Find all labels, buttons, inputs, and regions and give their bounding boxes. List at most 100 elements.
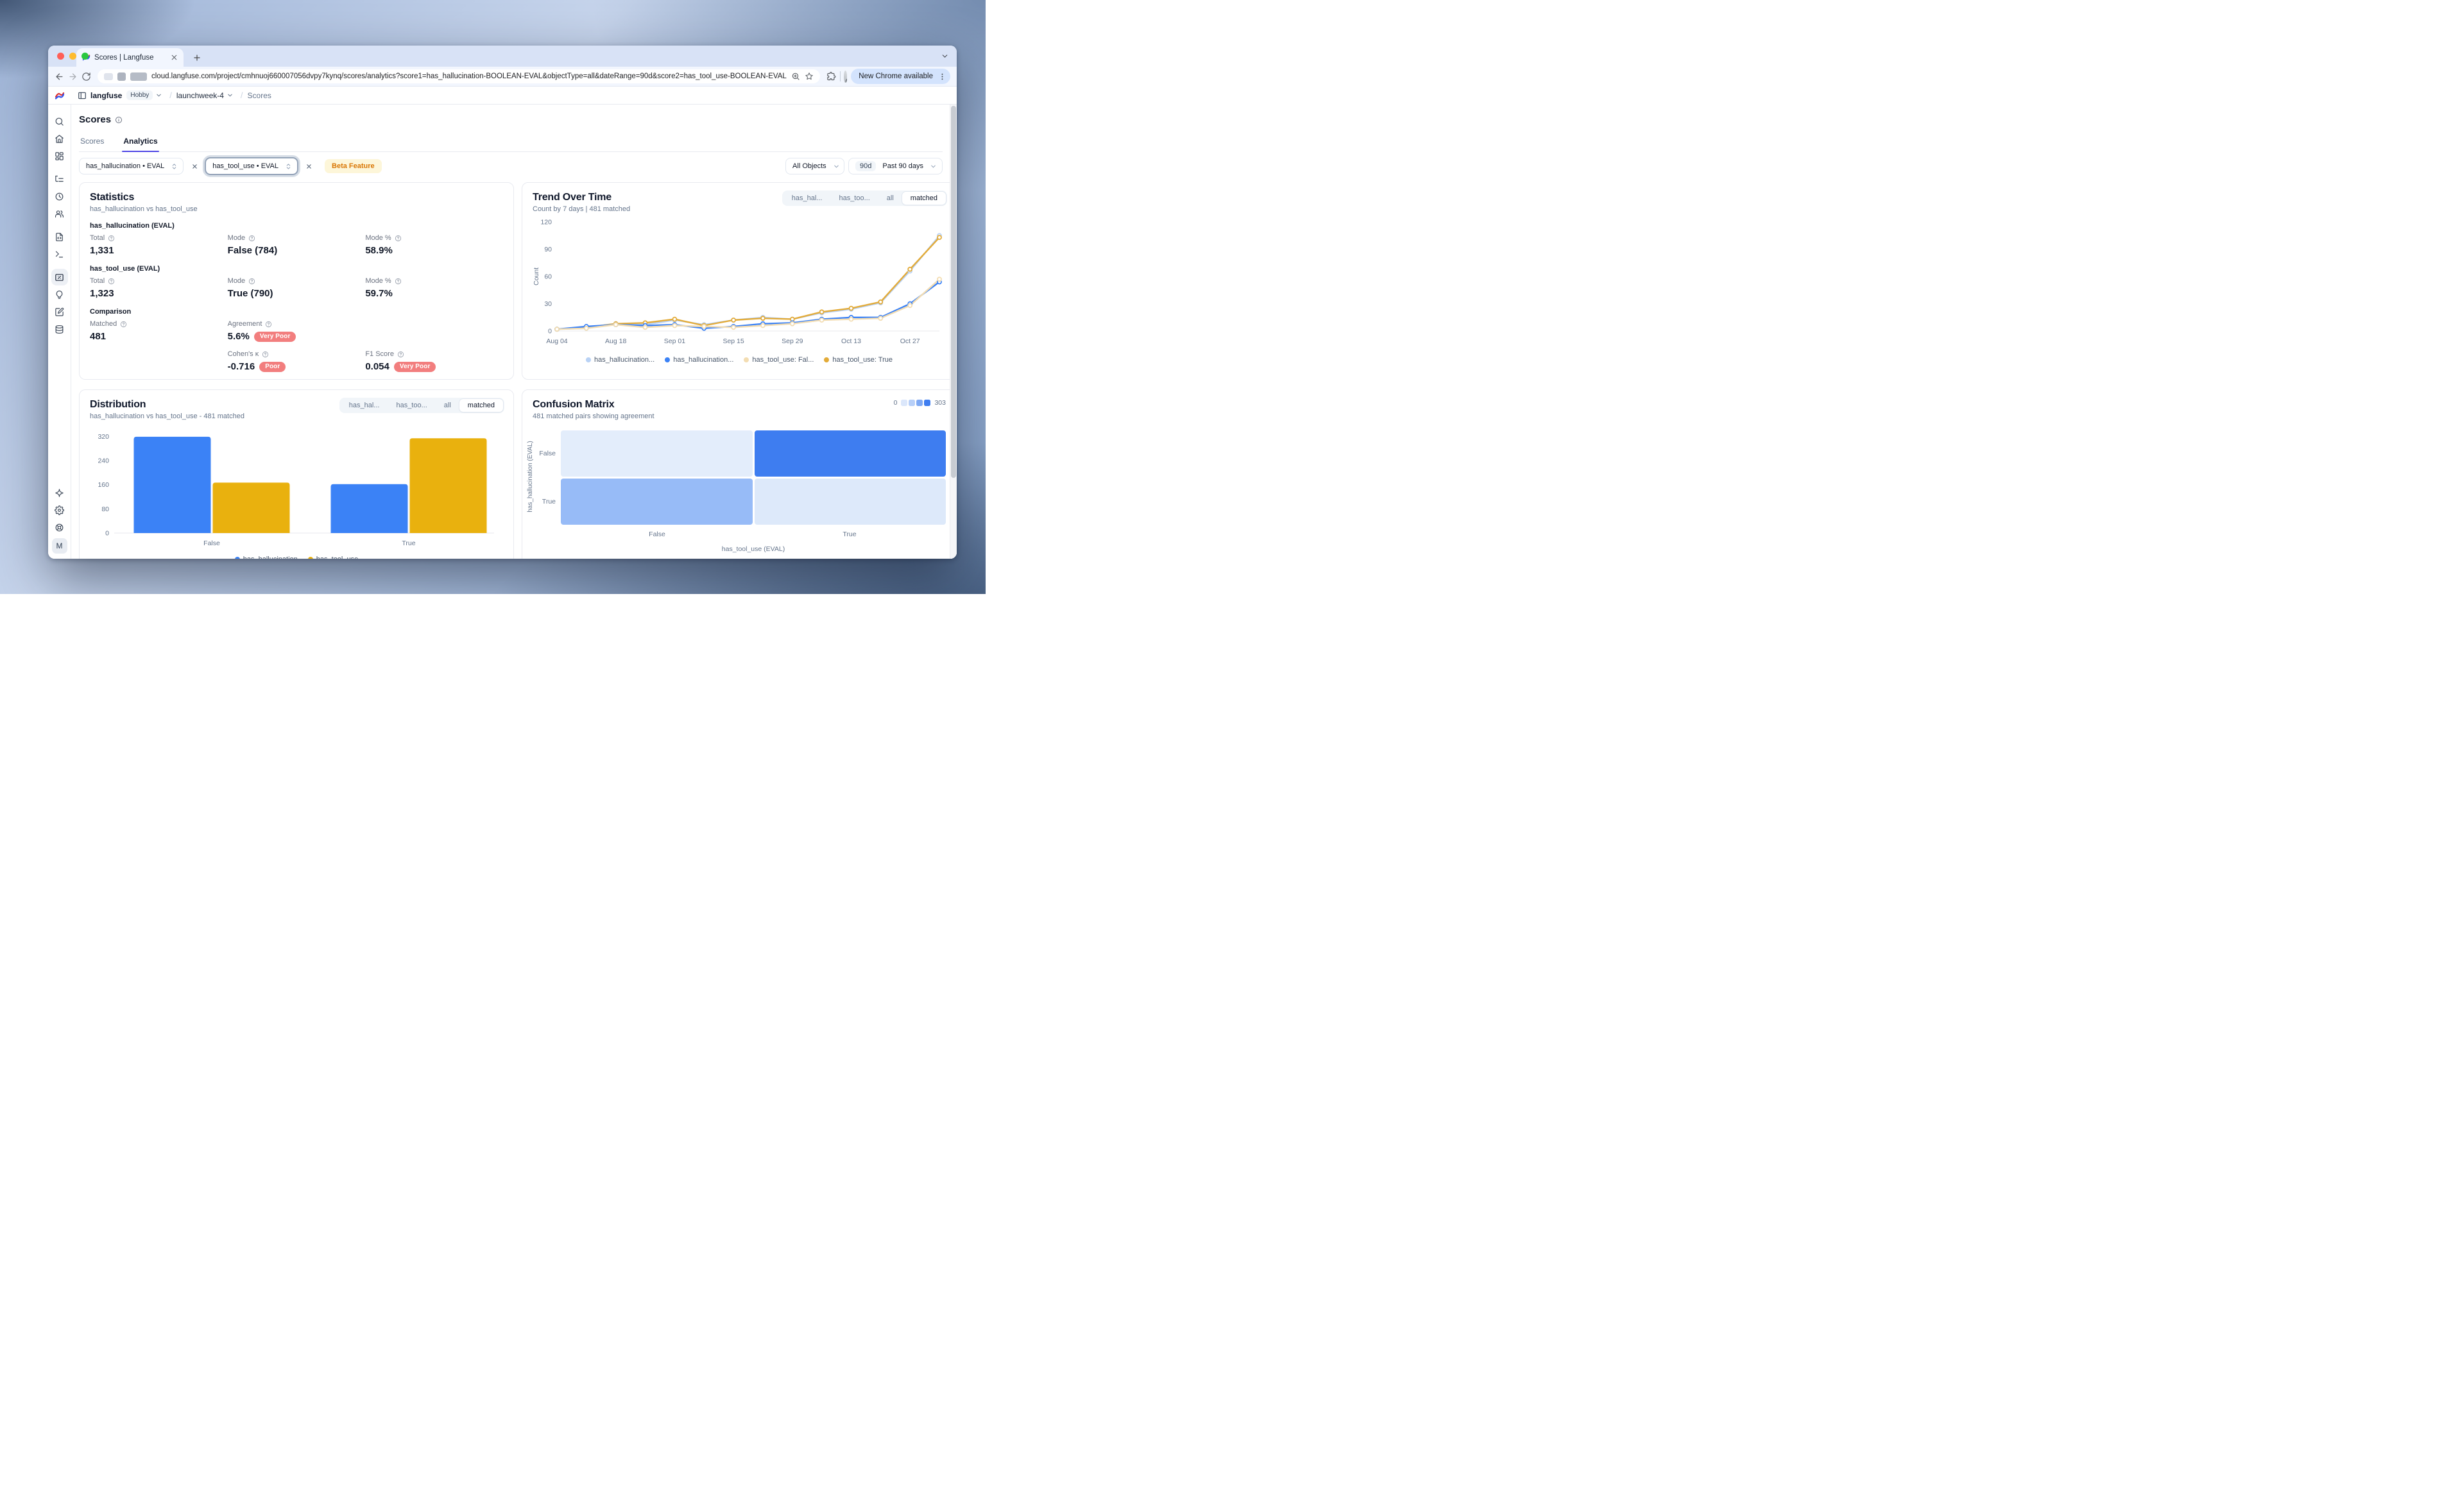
chevrons-up-down-icon	[171, 163, 178, 170]
svg-text:240: 240	[98, 457, 109, 465]
sidebar-item-playground[interactable]	[51, 246, 68, 262]
help-circle-icon[interactable]	[395, 235, 402, 242]
gear-icon	[55, 505, 64, 515]
sidebar-item-users[interactable]	[51, 205, 68, 222]
back-icon[interactable]	[55, 72, 64, 81]
trend-segment-hashal[interactable]: has_hal...	[783, 192, 831, 205]
tree-icon	[55, 174, 64, 184]
page-tabs: Scores Analytics	[79, 133, 943, 152]
browser-menu-kebab-icon[interactable]	[938, 72, 946, 81]
extensions-puzzle-icon[interactable]	[826, 71, 836, 81]
trend-legend-item: has_hallucination...	[586, 356, 654, 364]
cm-cell-false-false[interactable]	[561, 430, 753, 477]
user-avatar[interactable]: M	[51, 538, 67, 554]
info-icon[interactable]	[115, 116, 123, 124]
svg-text:320: 320	[98, 433, 109, 441]
object-type-select[interactable]: All Objects	[785, 158, 845, 174]
breadcrumb-project[interactable]: launchweek-4	[176, 90, 224, 100]
chrome-update-button[interactable]: New Chrome available	[851, 69, 950, 84]
url-bar[interactable]: cloud.langfuse.com/project/cmhnuoj660007…	[98, 69, 820, 83]
help-circle-icon[interactable]	[108, 235, 115, 242]
distribution-chart: 0 80 160 240 320 False True	[90, 423, 503, 554]
score1-select[interactable]: has_hallucination • EVAL	[79, 158, 184, 174]
remove-score1-icon[interactable]	[187, 159, 201, 173]
sidebar-item-settings[interactable]	[51, 502, 68, 518]
page-scrollbar[interactable]	[950, 105, 957, 559]
cm-cell-true-false[interactable]	[561, 479, 753, 525]
date-range-select[interactable]: 90d Past 90 days	[848, 158, 943, 174]
distribution-legend-item: has_hallucination	[234, 556, 298, 559]
main-content: Scores Scores Analytics has_hallucinatio…	[71, 105, 957, 559]
panel-left-toggle-icon[interactable]	[78, 91, 87, 100]
sidebar-item-datasets[interactable]	[51, 321, 68, 337]
breadcrumb-org[interactable]: langfuse	[90, 90, 123, 100]
reload-icon[interactable]	[81, 72, 91, 81]
sidebar-item-whats-new[interactable]	[51, 484, 68, 501]
confusion-matrix: has_hallucination (EVAL) False True False Tr…	[527, 430, 946, 553]
svg-text:Aug 04: Aug 04	[546, 337, 567, 345]
help-circle-icon[interactable]	[262, 351, 269, 358]
sidebar-item-dashboards[interactable]	[51, 148, 68, 164]
help-circle-icon[interactable]	[395, 278, 402, 285]
forward-icon[interactable]	[68, 72, 78, 81]
desktop-background: Scores | Langfuse	[0, 0, 986, 594]
sidebar-item-annotation[interactable]	[51, 303, 68, 320]
cm-cell-false-true[interactable]	[754, 430, 946, 477]
tab-analytics[interactable]: Analytics	[122, 133, 160, 152]
legend-dot-icon	[234, 557, 240, 559]
sidebar-item-prompts[interactable]	[51, 228, 68, 245]
confusion-y-axis-label: has_hallucination (EVAL)	[527, 441, 534, 513]
project-chevron-down-icon[interactable]	[227, 92, 234, 99]
dashboard-icon	[55, 151, 64, 161]
distribution-legend-item: has_tool_use	[307, 556, 358, 559]
close-window-button[interactable]	[57, 53, 64, 60]
remove-score2-icon[interactable]	[302, 159, 316, 173]
trend-legend-item: has_hallucination...	[665, 356, 733, 364]
search-icon	[55, 117, 64, 126]
users-icon	[55, 209, 64, 219]
metric-mode-pct: Mode % 59.7%	[365, 277, 503, 299]
help-circle-icon[interactable]	[120, 321, 127, 328]
distribution-segment-hashal[interactable]: has_hal...	[341, 399, 388, 412]
score2-select[interactable]: has_tool_use • EVAL	[205, 158, 298, 174]
sidebar-item-search[interactable]	[51, 113, 68, 130]
scrollbar-thumb[interactable]	[951, 106, 956, 478]
url-text[interactable]: cloud.langfuse.com/project/cmhnuoj660007…	[151, 72, 787, 80]
svg-text:Oct 27: Oct 27	[900, 337, 920, 345]
tab-scores[interactable]: Scores	[80, 137, 105, 146]
trend-segment-matched[interactable]: matched	[902, 192, 946, 205]
sidebar-item-scores[interactable]	[51, 269, 68, 285]
help-circle-icon[interactable]	[397, 351, 404, 358]
sidebar-item-support[interactable]	[51, 519, 68, 536]
sidebar-item-sessions[interactable]	[51, 188, 68, 205]
distribution-segment-hastoo[interactable]: has_too...	[388, 399, 435, 412]
zoom-window-button[interactable]	[81, 53, 89, 60]
metric-total: Total 1,331	[90, 234, 115, 256]
browser-tab[interactable]: Scores | Langfuse	[76, 48, 184, 67]
bookmark-star-icon[interactable]	[805, 72, 814, 81]
tab-search-chevron-icon[interactable]	[941, 52, 949, 60]
confusion-row: True	[533, 479, 946, 525]
legend-dot-icon	[586, 357, 592, 362]
help-circle-icon[interactable]	[265, 321, 272, 328]
cm-cell-true-true[interactable]	[754, 479, 946, 525]
profile-avatar[interactable]	[844, 70, 848, 83]
sidebar-item-tracing[interactable]	[51, 171, 68, 187]
distribution-segment-matched[interactable]: matched	[459, 399, 503, 412]
help-circle-icon[interactable]	[248, 278, 255, 285]
help-circle-icon[interactable]	[248, 235, 255, 242]
org-chevron-down-icon[interactable]	[155, 92, 162, 99]
minimize-window-button[interactable]	[69, 53, 76, 60]
breadcrumb-page: Scores	[247, 90, 271, 100]
trend-segment-hastoo[interactable]: has_too...	[830, 192, 878, 205]
help-circle-icon[interactable]	[108, 278, 115, 285]
zoom-in-icon[interactable]	[791, 72, 800, 81]
distribution-segment-all[interactable]: all	[436, 399, 459, 412]
legend-dot-icon	[824, 357, 830, 362]
new-tab-icon[interactable]	[193, 53, 201, 62]
sidebar-item-home[interactable]	[51, 130, 68, 147]
close-tab-icon[interactable]	[170, 53, 178, 62]
sidebar-item-insights[interactable]	[51, 286, 68, 303]
trend-segment-all[interactable]: all	[878, 192, 902, 205]
statistics-title: Statistics	[90, 192, 135, 203]
